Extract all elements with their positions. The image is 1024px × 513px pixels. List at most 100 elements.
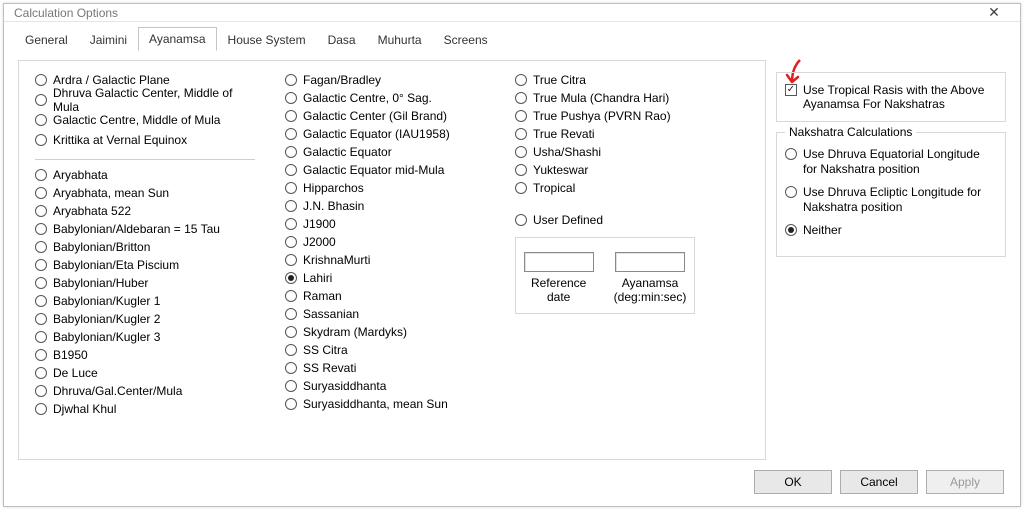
ayanamsa-option[interactable]: SS Citra <box>285 341 485 359</box>
ayanamsa-option[interactable]: KrishnaMurti <box>285 251 485 269</box>
radio-icon <box>35 385 47 397</box>
ayanamsa-option[interactable]: Babylonian/Britton <box>35 238 255 256</box>
nakshatra-option[interactable]: Neither <box>785 223 997 238</box>
radio-icon <box>35 349 47 361</box>
ayanamsa-option[interactable]: J2000 <box>285 233 485 251</box>
radio-icon <box>285 236 297 248</box>
ayanamsa-option[interactable]: Babylonian/Kugler 1 <box>35 292 255 310</box>
radio-icon <box>285 380 297 392</box>
radio-icon <box>515 164 527 176</box>
ayanamsa-option[interactable]: Aryabhata 522 <box>35 202 255 220</box>
ayanamsa-option[interactable]: SS Revati <box>285 359 485 377</box>
ayanamsa-option[interactable]: Djwhal Khul <box>35 400 255 418</box>
radio-icon <box>35 187 47 199</box>
radio-icon <box>285 74 297 86</box>
tab-muhurta[interactable]: Muhurta <box>367 28 433 51</box>
radio-label: True Revati <box>533 127 595 141</box>
ayanamsa-option[interactable]: Galactic Centre, 0° Sag. <box>285 89 485 107</box>
radio-icon <box>35 94 47 106</box>
radio-icon <box>285 110 297 122</box>
ok-button[interactable]: OK <box>754 470 832 494</box>
ayanamsa-option[interactable]: Yukteswar <box>515 161 695 179</box>
radio-label: True Mula (Chandra Hari) <box>533 91 669 105</box>
nakshatra-option[interactable]: Use Dhruva Ecliptic Longitude for Naksha… <box>785 185 997 215</box>
close-icon[interactable]: ✕ <box>974 4 1014 21</box>
ayanamsa-option[interactable]: Babylonian/Huber <box>35 274 255 292</box>
right-panel: Use Tropical Rasis with the Above Ayanam… <box>776 60 1006 460</box>
radio-icon <box>35 331 47 343</box>
ayanamsa-option[interactable]: True Revati <box>515 125 695 143</box>
tab-jaimini[interactable]: Jaimini <box>79 28 138 51</box>
ayanamsa-option[interactable]: Galactic Equator <box>285 143 485 161</box>
radio-label: True Pushya (PVRN Rao) <box>533 109 671 123</box>
ayanamsa-value-input[interactable] <box>615 252 685 272</box>
ayanamsa-option[interactable]: Krittika at Vernal Equinox <box>35 131 255 149</box>
radio-icon <box>515 214 527 226</box>
radio-icon <box>785 224 797 236</box>
ayanamsa-option[interactable]: Galactic Center (Gil Brand) <box>285 107 485 125</box>
ayanamsa-option[interactable]: Raman <box>285 287 485 305</box>
ayanamsa-option[interactable]: Babylonian/Kugler 3 <box>35 328 255 346</box>
ayanamsa-option[interactable]: Suryasiddhanta, mean Sun <box>285 395 485 413</box>
radio-icon <box>35 241 47 253</box>
radio-label: Suryasiddhanta <box>303 379 386 393</box>
ayanamsa-option[interactable]: True Mula (Chandra Hari) <box>515 89 695 107</box>
ayanamsa-option[interactable]: Fagan/Bradley <box>285 71 485 89</box>
radio-icon <box>515 182 527 194</box>
ayanamsa-option[interactable]: Sassanian <box>285 305 485 323</box>
ayanamsa-option[interactable]: Tropical <box>515 179 695 197</box>
reference-date-input[interactable] <box>524 252 594 272</box>
radio-label: Sassanian <box>303 307 359 321</box>
apply-button[interactable]: Apply <box>926 470 1004 494</box>
radio-label: Use Dhruva Ecliptic Longitude for Naksha… <box>803 185 997 215</box>
tab-screens[interactable]: Screens <box>433 28 499 51</box>
ayanamsa-option[interactable]: Usha/Shashi <box>515 143 695 161</box>
cancel-button[interactable]: Cancel <box>840 470 918 494</box>
tab-general[interactable]: General <box>14 28 79 51</box>
ayanamsa-option[interactable]: Aryabhata <box>35 166 255 184</box>
radio-label: Tropical <box>533 181 575 195</box>
radio-icon <box>35 295 47 307</box>
ayanamsa-option[interactable]: B1950 <box>35 346 255 364</box>
use-tropical-rasis-checkbox[interactable]: Use Tropical Rasis with the Above Ayanam… <box>785 83 997 111</box>
ayanamsa-option[interactable]: Galactic Equator (IAU1958) <box>285 125 485 143</box>
ayanamsa-option[interactable]: J1900 <box>285 215 485 233</box>
radio-icon <box>35 223 47 235</box>
ayanamsa-option[interactable]: Lahiri <box>285 269 485 287</box>
ayanamsa-option[interactable]: True Citra <box>515 71 695 89</box>
separator <box>35 159 255 160</box>
tab-ayanamsa[interactable]: Ayanamsa <box>138 27 216 51</box>
ayanamsa-option[interactable]: Babylonian/Eta Piscium <box>35 256 255 274</box>
radio-label: SS Citra <box>303 343 348 357</box>
user-defined-option[interactable]: User Defined <box>515 211 695 229</box>
ayanamsa-option[interactable]: Dhruva Galactic Center, Middle of Mula <box>35 91 255 109</box>
radio-label: Babylonian/Kugler 2 <box>53 312 160 326</box>
ayanamsa-option[interactable]: Galactic Equator mid-Mula <box>285 161 485 179</box>
ayanamsa-option[interactable]: Dhruva/Gal.Center/Mula <box>35 382 255 400</box>
tab-dasa[interactable]: Dasa <box>317 28 367 51</box>
ayanamsa-option[interactable]: Babylonian/Kugler 2 <box>35 310 255 328</box>
ayanamsa-option[interactable]: Hipparchos <box>285 179 485 197</box>
radio-icon <box>785 148 797 160</box>
radio-label: Babylonian/Eta Piscium <box>53 258 179 272</box>
ayanamsa-option[interactable]: Babylonian/Aldebaran = 15 Tau <box>35 220 255 238</box>
nakshatra-option[interactable]: Use Dhruva Equatorial Longitude for Naks… <box>785 147 997 177</box>
radio-icon <box>35 134 47 146</box>
radio-icon <box>285 344 297 356</box>
radio-icon <box>35 205 47 217</box>
tab-house-system[interactable]: House System <box>217 28 317 51</box>
radio-icon <box>285 128 297 140</box>
ayanamsa-option[interactable]: Skydram (Mardyks) <box>285 323 485 341</box>
ayanamsa-option[interactable]: Aryabhata, mean Sun <box>35 184 255 202</box>
ayanamsa-option[interactable]: J.N. Bhasin <box>285 197 485 215</box>
radio-icon <box>35 74 47 86</box>
ayanamsa-option[interactable]: Galactic Centre, Middle of Mula <box>35 111 255 129</box>
ayanamsa-option[interactable]: Suryasiddhanta <box>285 377 485 395</box>
radio-label: J2000 <box>303 235 336 249</box>
ayanamsa-option[interactable]: De Luce <box>35 364 255 382</box>
ayanamsa-option[interactable]: True Pushya (PVRN Rao) <box>515 107 695 125</box>
radio-label: Use Dhruva Equatorial Longitude for Naks… <box>803 147 997 177</box>
ayanamsa-value-field: Ayanamsa(deg:min:sec) <box>614 252 687 305</box>
radio-label: Galactic Centre, Middle of Mula <box>53 113 220 127</box>
radio-icon <box>515 110 527 122</box>
